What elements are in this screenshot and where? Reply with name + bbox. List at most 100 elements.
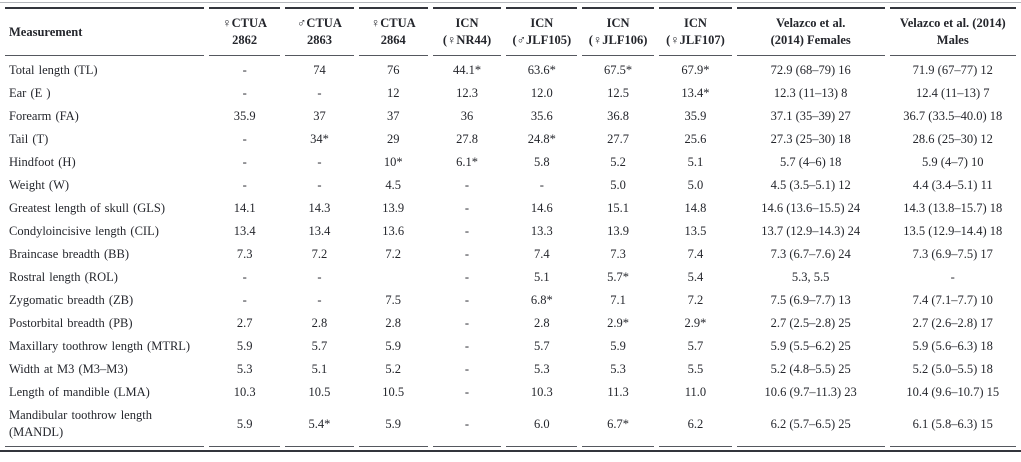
table-cell: 74 (313, 63, 326, 77)
table-cell: 7.1 (610, 293, 626, 307)
table-cell: 5.0 (610, 178, 626, 192)
table-cell: 5.2 (385, 362, 402, 376)
table-row: Postorbital breadth (PB) 2.7 2.8 2.8 - 2.8 2.… (5, 312, 1016, 335)
table-body: Total length (TL) - 74 76 44.1* 63.6* 67.5* 67… (5, 56, 1016, 447)
table-cell: 24.8* (527, 132, 556, 146)
table-cell: 5.3, 5.5 (791, 270, 830, 284)
table-cell: 67.9* (681, 63, 710, 77)
table-cell (359, 266, 428, 289)
table-cell: - (464, 270, 470, 284)
table-cell: 14.8 (684, 201, 707, 215)
table-cell: - (242, 293, 247, 307)
table-row: Width at M3 (M3–M3) 5.3 5.1 5.2 - 5.3 5.3 5.5 5… (5, 358, 1016, 381)
measurement-label: Total length (TL) (9, 63, 98, 77)
table-cell: 5.1 (687, 155, 704, 169)
table-cell: 15.1 (607, 201, 630, 215)
table-cell: - (242, 63, 247, 77)
column-header-measurement: Measurement (5, 7, 205, 56)
table-cell: 27.7 (607, 132, 630, 146)
table-cell: - (242, 270, 247, 284)
table-cell: 10.5 (382, 385, 405, 399)
table-cell: 35.6 (530, 109, 553, 123)
table-cell: - (242, 86, 247, 100)
table-row: Weight (W) - - 4.5 - - 5.0 5.0 4.5 (3.5–5.1) 12… (5, 174, 1016, 197)
table-cell: 27.3 (25–30) 18 (770, 132, 851, 146)
table-cell: 37 (386, 109, 400, 123)
table-cell: - (464, 385, 470, 399)
table-cell: 5.7 (687, 339, 704, 353)
measurement-table-container: Measurement ♀CTUA 2862 ♂CTUA 2863 ♀CTUA … (0, 2, 1021, 452)
measurement-label: Rostral length (ROL) (9, 270, 118, 284)
measurement-label: Hindfoot (H) (9, 155, 76, 169)
table-cell: 5.7* (607, 270, 630, 284)
table-cell: 7.4 (533, 247, 550, 261)
table-cell: 13.7 (12.9–14.3) 24 (761, 224, 861, 238)
table-cell: 7.4 (687, 247, 704, 261)
table-cell: 5.5 (687, 362, 704, 376)
table-cell: 2.8 (533, 316, 550, 330)
table-cell: 29 (386, 132, 400, 146)
table-cell: 2.9* (684, 316, 707, 330)
table-row: Condyloincisive length (CIL) 13.4 13.4 13.… (5, 220, 1016, 243)
column-header-ctua-2863: ♂CTUA 2863 (285, 7, 354, 56)
table-cell: 72.9 (68–79) 16 (770, 63, 851, 77)
table-cell: - (464, 201, 470, 215)
measurement-label: Greatest length of skull (GLS) (9, 201, 166, 215)
table-cell: 37.1 (35–39) 27 (770, 109, 851, 123)
table-cell: 5.9 (358, 404, 428, 447)
table-cell: 14.1 (233, 201, 256, 215)
table-cell: 14.3 (13.8–15.7) 18 (903, 201, 1003, 215)
table-cell: - (464, 293, 470, 307)
column-header-ctua-2864: ♀CTUA 2864 (358, 7, 428, 56)
table-cell: 5.2 (4.8–5.5) 25 (770, 362, 851, 376)
table-cell: 12.0 (530, 86, 553, 100)
column-header-ctua-2862: ♀CTUA 2862 (209, 7, 281, 56)
table-row: Mandibular toothrow length (MANDL) 5.9 5.… (5, 404, 1016, 447)
table-cell: 6.0 (506, 404, 578, 447)
table-cell: - (317, 155, 322, 169)
table-cell: 5.2 (5.0–5.5) 18 (912, 362, 993, 376)
table-cell: 63.6* (527, 63, 556, 77)
table-cell: 36 (460, 109, 474, 123)
table-cell: 71.9 (67–77) 12 (912, 63, 993, 77)
table-cell: 13.4 (308, 224, 331, 238)
table-cell: 7.5 (6.9–7.7) 13 (770, 293, 851, 307)
table-cell: 5.9 (610, 339, 626, 353)
table-cell: - (242, 178, 247, 192)
table-cell: - (317, 86, 322, 100)
table-cell: 12.3 (456, 86, 478, 100)
table-cell: 12.5 (607, 86, 630, 100)
table-row: Braincase breadth (BB) 7.3 7.2 7.2 - 7.4 7.3 7… (5, 243, 1016, 266)
table-cell: 7.4 (7.1–7.7) 10 (912, 293, 993, 307)
table-cell: 13.9 (607, 224, 630, 238)
table-cell: 10.5 (308, 385, 331, 399)
table-cell: - (464, 247, 470, 261)
table-cell: 12.3 (11–13) 8 (773, 86, 848, 100)
table-cell: - (317, 178, 322, 192)
table-cell: 7.2 (385, 247, 402, 261)
table-cell: 13.4 (233, 224, 256, 238)
table-cell: 5.1 (311, 362, 328, 376)
table-cell: 27.8 (456, 132, 478, 146)
table-cell: - (464, 224, 470, 238)
column-header-icn-jlf105: ICN (♂JLF105) (506, 7, 578, 56)
measurement-label: Mandibular toothrow length (MANDL) (5, 404, 205, 447)
table-cell: 5.7 (4–6) 18 (779, 155, 842, 169)
column-header-velazco-males: Velazco et al. (2014) Males (889, 7, 1016, 56)
table-cell: 10.4 (9.6–10.7) 15 (906, 385, 1000, 399)
table-cell: - (464, 316, 470, 330)
table-cell: - (432, 404, 502, 447)
column-header-icn-jlf107: ICN (♀JLF107) (659, 7, 732, 56)
table-cell: 7.3 (610, 247, 626, 261)
table-cell: 5.9 (385, 339, 402, 353)
table-cell: 5.3 (610, 362, 626, 376)
measurement-label: Tail (T) (9, 132, 49, 146)
table-cell: - (464, 362, 470, 376)
table-cell: 13.3 (530, 224, 553, 238)
table-cell: - (317, 293, 322, 307)
table-cell: 2.8 (311, 316, 328, 330)
table-cell: 10.6 (9.7–11.3) 23 (764, 385, 857, 399)
table-cell: 7.3 (6.7–7.6) 24 (770, 247, 851, 261)
table-cell: 11.0 (684, 385, 707, 399)
